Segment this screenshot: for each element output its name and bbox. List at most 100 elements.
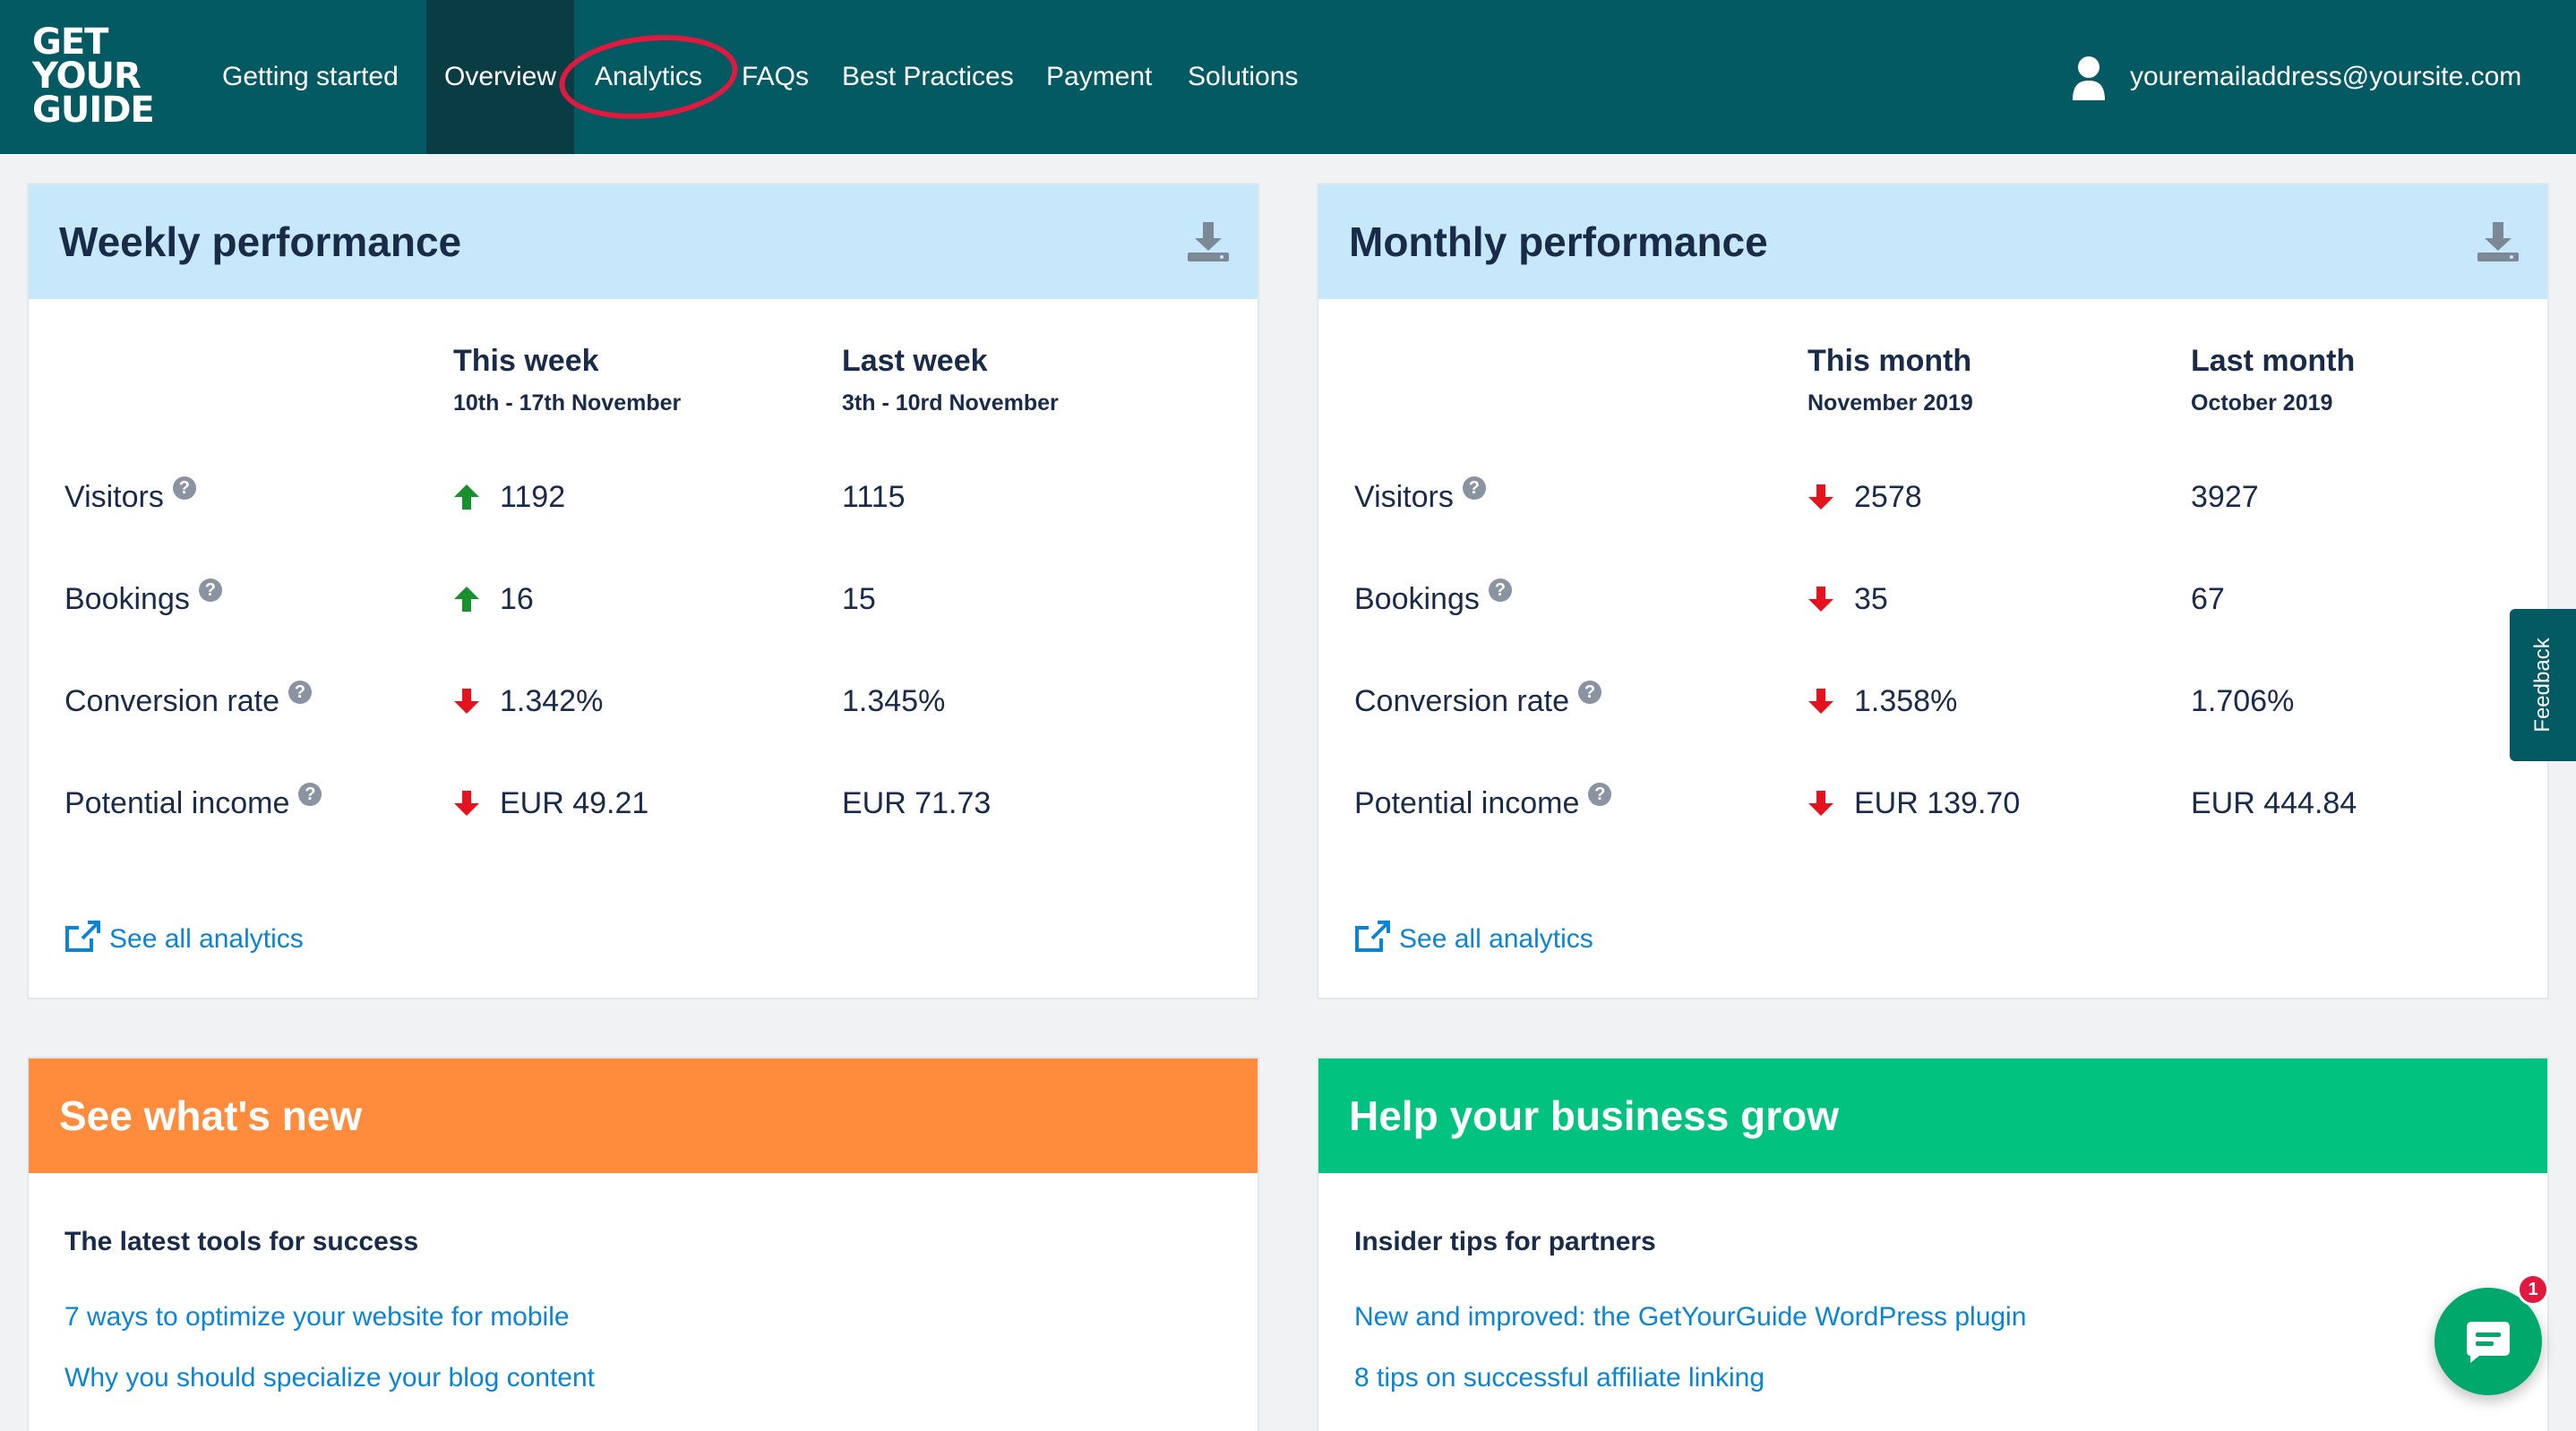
this-month-heading: This month (1807, 344, 1972, 378)
business-grow-header: Help your business grow (1318, 1058, 2547, 1173)
help-icon[interactable]: ? (1462, 476, 1486, 500)
metric-label-visitors: Visitors? (1354, 476, 1486, 515)
article-link[interactable]: Why you should specialize your blog cont… (64, 1363, 596, 1392)
weekly-bookings-previous: 15 (842, 582, 876, 616)
trend-down-icon (1808, 587, 1833, 612)
see-all-analytics-link[interactable]: See all analytics (1354, 921, 1593, 955)
chat-notification-badge: 1 (2517, 1273, 2549, 1306)
metric-label-visitors: Visitors? (64, 476, 196, 515)
this-week-heading: This week (453, 344, 599, 378)
see-all-analytics-link[interactable]: See all analytics (64, 921, 304, 955)
monthly-performance-card: Monthly performance This month November … (1317, 183, 2549, 999)
help-icon[interactable]: ? (198, 578, 222, 602)
monthly-visitors-previous: 3927 (2191, 480, 2259, 514)
metric-label-text: Conversion rate (1354, 684, 1570, 718)
monthly-bookings-current: 35 (1854, 582, 1888, 616)
user-email[interactable]: youremailaddress@yoursite.com (2130, 62, 2522, 91)
download-icon[interactable] (2476, 220, 2520, 263)
help-icon[interactable]: ? (1488, 578, 1512, 602)
whats-new-subtitle: The latest tools for success (64, 1227, 419, 1256)
this-week-range: 10th - 17th November (453, 390, 682, 416)
weekly-card-header: Weekly performance (29, 184, 1258, 299)
whats-new-card: See what's new The latest tools for succ… (27, 1057, 1259, 1431)
metric-label-text: Visitors (1354, 480, 1454, 514)
weekly-visitors-current: 1192 (500, 480, 566, 514)
user-icon[interactable] (2071, 56, 2107, 100)
whats-new-header: See what's new (29, 1058, 1258, 1173)
metric-label-text: Potential income (1354, 786, 1580, 820)
weekly-performance-card: Weekly performance This week 10th - 17th… (27, 183, 1259, 999)
logo-line-2: YOUR (32, 56, 142, 97)
getyourguide-logo[interactable]: GET YOUR GUIDE (32, 21, 158, 131)
this-month-range: November 2019 (1807, 390, 1973, 416)
metric-label-text: Visitors (64, 480, 164, 514)
weekly-conversion-previous: 1.345% (842, 684, 946, 718)
last-week-heading: Last week (842, 344, 988, 378)
nav-solutions[interactable]: Solutions (1188, 62, 1299, 91)
last-month-range: October 2019 (2191, 390, 2333, 416)
nav-overview[interactable]: Overview (426, 0, 575, 154)
business-grow-card: Help your business grow Insider tips for… (1317, 1057, 2549, 1431)
metric-label-bookings: Bookings? (1354, 578, 1512, 617)
weekly-income-previous: EUR 71.73 (842, 786, 992, 820)
monthly-income-previous: EUR 444.84 (2191, 786, 2357, 820)
monthly-conversion-previous: 1.706% (2191, 684, 2295, 718)
business-grow-title: Help your business grow (1349, 1093, 1839, 1139)
whats-new-title: See what's new (59, 1093, 363, 1139)
see-all-analytics-label: See all analytics (109, 924, 304, 954)
trend-up-icon (454, 484, 479, 510)
nav-analytics[interactable]: Analytics (595, 62, 703, 91)
chat-icon (2467, 1322, 2510, 1363)
nav-getting-started[interactable]: Getting started (222, 62, 399, 91)
monthly-card-header: Monthly performance (1318, 184, 2547, 299)
monthly-card-title: Monthly performance (1349, 219, 1768, 265)
download-icon[interactable] (1186, 220, 1231, 263)
weekly-card-title: Weekly performance (59, 219, 462, 265)
metric-label-text: Potential income (64, 786, 290, 820)
trend-up-icon (454, 587, 479, 612)
last-week-range: 3th - 10rd November (842, 390, 1059, 416)
last-month-heading: Last month (2191, 344, 2356, 378)
nav-payment[interactable]: Payment (1046, 62, 1153, 91)
article-link[interactable]: 7 ways to optimize your website for mobi… (64, 1302, 570, 1332)
help-icon[interactable]: ? (1588, 783, 1612, 806)
weekly-income-current: EUR 49.21 (500, 786, 649, 820)
external-link-icon (1355, 921, 1390, 952)
metric-label-text: Conversion rate (64, 684, 280, 718)
article-link[interactable]: 8 tips on successful affiliate linking (1354, 1363, 1765, 1392)
weekly-visitors-previous: 1115 (842, 480, 906, 514)
trend-down-icon (1808, 484, 1833, 510)
help-icon[interactable]: ? (288, 681, 313, 704)
help-icon[interactable]: ? (172, 476, 196, 500)
nav-best-practices[interactable]: Best Practices (842, 62, 1014, 91)
weekly-bookings-current: 16 (500, 582, 534, 616)
monthly-bookings-previous: 67 (2191, 582, 2225, 616)
logo-line-3: GUIDE (32, 90, 155, 131)
trend-down-icon (1808, 689, 1833, 714)
help-icon[interactable]: ? (298, 783, 322, 806)
help-icon[interactable]: ? (1578, 681, 1602, 704)
weekly-conversion-current: 1.342% (500, 684, 604, 718)
metric-label-text: Bookings (1354, 582, 1480, 616)
metric-label-text: Bookings (64, 582, 190, 616)
feedback-label: Feedback (2530, 638, 2555, 733)
logo-line-1: GET (32, 21, 108, 63)
external-link-icon (65, 921, 100, 952)
business-grow-subtitle: Insider tips for partners (1354, 1227, 1656, 1256)
chat-widget-button[interactable] (2434, 1288, 2542, 1395)
article-link[interactable]: New and improved: the GetYourGuide WordP… (1354, 1302, 2027, 1332)
top-navigation-bar: GET YOUR GUIDE Getting started Overview … (0, 0, 2576, 154)
monthly-income-current: EUR 139.70 (1854, 786, 2021, 820)
monthly-conversion-current: 1.358% (1854, 684, 1958, 718)
metric-label-potential-income: Potential income? (64, 783, 322, 821)
metric-label-conversion-rate: Conversion rate? (1354, 681, 1602, 719)
trend-down-icon (454, 689, 479, 714)
trend-down-icon (1808, 791, 1833, 816)
metric-label-bookings: Bookings? (64, 578, 222, 617)
nav-faqs[interactable]: FAQs (742, 62, 810, 91)
trend-down-icon (454, 791, 479, 816)
feedback-tab[interactable]: Feedback (2510, 609, 2576, 761)
metric-label-conversion-rate: Conversion rate? (64, 681, 313, 719)
metric-label-potential-income: Potential income? (1354, 783, 1612, 821)
monthly-visitors-current: 2578 (1854, 480, 1922, 514)
